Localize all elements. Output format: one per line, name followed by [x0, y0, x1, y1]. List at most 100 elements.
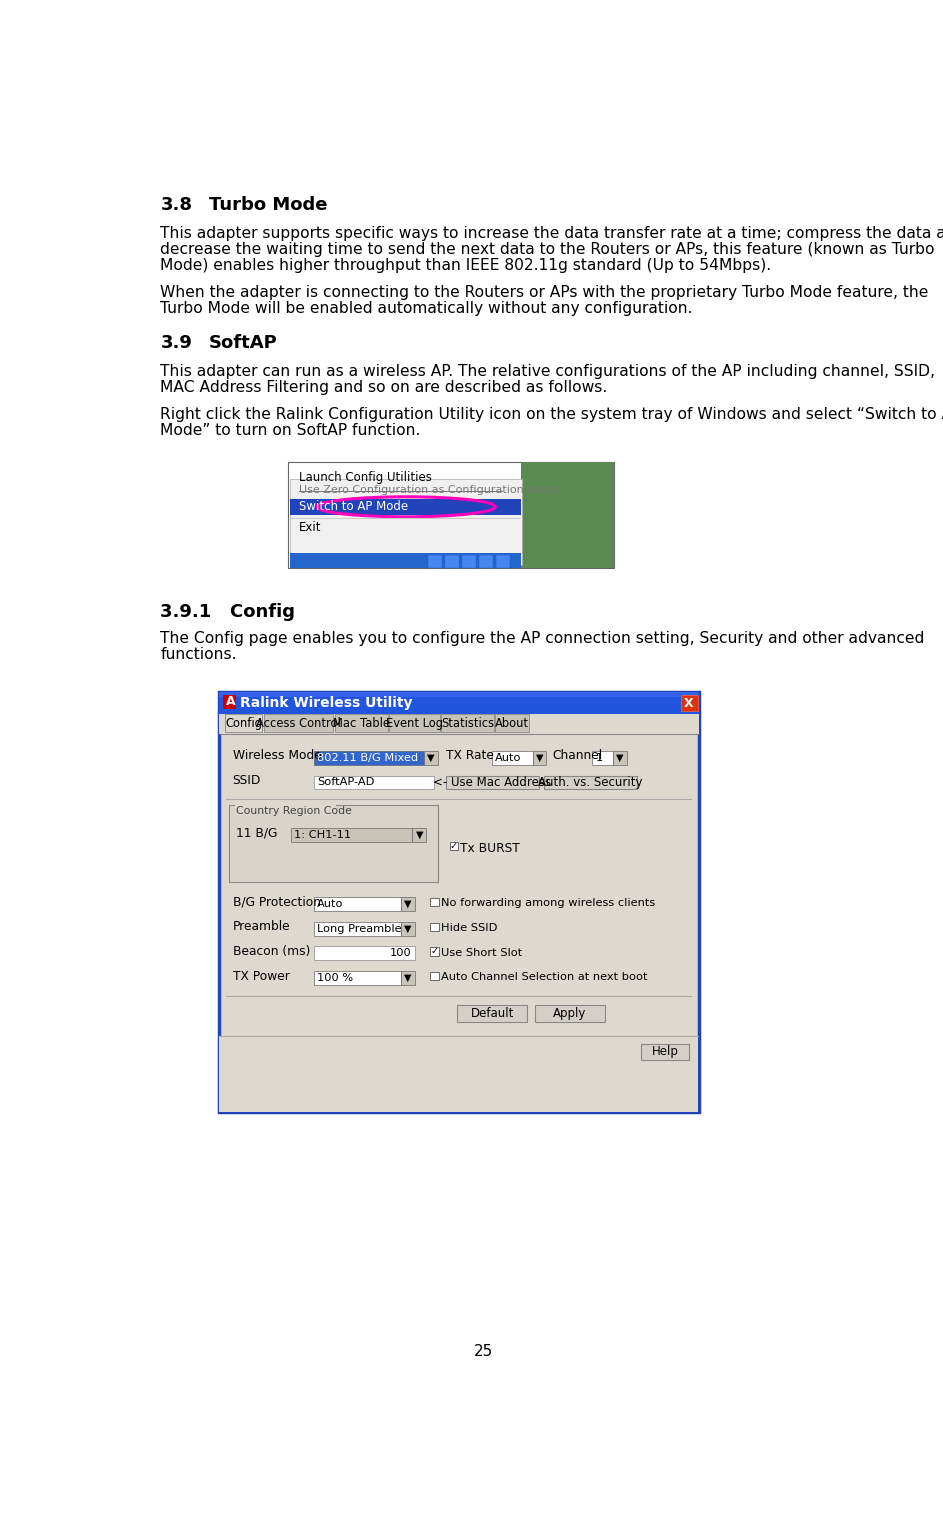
- Text: Use Zero Configuration as Configuration utility: Use Zero Configuration as Configuration …: [299, 486, 559, 495]
- Text: Config: Config: [225, 717, 262, 731]
- Bar: [641, 1044, 689, 1061]
- Bar: [219, 693, 699, 1113]
- Text: MAC Address Filtering and so on are described as follows.: MAC Address Filtering and so on are desc…: [160, 380, 607, 394]
- Bar: [479, 554, 493, 568]
- Bar: [412, 828, 426, 842]
- Text: ▼: ▼: [404, 924, 411, 935]
- Bar: [445, 554, 459, 568]
- Text: TX Power: TX Power: [233, 970, 290, 983]
- Bar: [219, 714, 699, 734]
- Text: SoftAP: SoftAP: [208, 335, 277, 352]
- Text: Exit: Exit: [299, 521, 322, 534]
- Text: Auto: Auto: [495, 753, 521, 763]
- Bar: [401, 922, 415, 936]
- Text: Tx BURST: Tx BURST: [460, 842, 521, 855]
- Bar: [446, 776, 538, 790]
- Bar: [430, 922, 438, 931]
- Text: Launch Config Utilities: Launch Config Utilities: [299, 472, 432, 484]
- Bar: [289, 463, 614, 568]
- Bar: [428, 554, 442, 568]
- Text: <- Use Mac Address: <- Use Mac Address: [433, 776, 552, 788]
- Text: SSID: SSID: [233, 775, 261, 787]
- Bar: [430, 898, 438, 907]
- Bar: [492, 750, 533, 764]
- Bar: [224, 714, 262, 732]
- Text: Mode” to turn on SoftAP function.: Mode” to turn on SoftAP function.: [160, 423, 421, 438]
- Text: Auto: Auto: [317, 900, 343, 909]
- Text: Mac Table: Mac Table: [333, 717, 389, 731]
- Bar: [441, 714, 494, 732]
- Bar: [290, 828, 412, 842]
- Text: ✓: ✓: [430, 947, 438, 956]
- Text: SoftAP-AD: SoftAP-AD: [317, 778, 374, 787]
- Bar: [681, 696, 698, 711]
- Bar: [544, 776, 637, 790]
- Text: Turbo Mode will be enabled automatically without any configuration.: Turbo Mode will be enabled automatically…: [160, 301, 693, 317]
- Bar: [229, 805, 438, 881]
- Text: Right click the Ralink Configuration Utility icon on the system tray of Windows : Right click the Ralink Configuration Uti…: [160, 406, 943, 422]
- Text: ▼: ▼: [416, 829, 423, 840]
- Bar: [290, 552, 521, 568]
- Text: X: X: [685, 697, 694, 709]
- Text: 100: 100: [389, 948, 411, 959]
- Bar: [430, 947, 438, 956]
- Text: ▼: ▼: [536, 753, 543, 763]
- Text: Event Log: Event Log: [386, 717, 443, 731]
- Bar: [314, 947, 415, 960]
- Text: Preamble: Preamble: [233, 921, 290, 933]
- Bar: [314, 971, 401, 985]
- Text: Auto Channel Selection at next boot: Auto Channel Selection at next boot: [441, 973, 648, 982]
- Text: 25: 25: [473, 1344, 493, 1359]
- Bar: [535, 1005, 604, 1021]
- Bar: [533, 750, 546, 764]
- Bar: [401, 971, 415, 985]
- Bar: [401, 896, 415, 912]
- Bar: [613, 750, 627, 764]
- Text: Mode) enables higher throughput than IEEE 802.11g standard (Up to 54Mbps).: Mode) enables higher throughput than IEE…: [160, 259, 771, 272]
- Bar: [314, 750, 424, 764]
- Text: Ralink Wireless Utility: Ralink Wireless Utility: [240, 696, 413, 711]
- Bar: [496, 554, 510, 568]
- Text: This adapter can run as a wireless AP. The relative configurations of the AP inc: This adapter can run as a wireless AP. T…: [160, 364, 935, 379]
- Bar: [462, 554, 476, 568]
- Text: 3.9.1   Config: 3.9.1 Config: [160, 603, 295, 621]
- Text: B/G Protection: B/G Protection: [233, 895, 321, 909]
- Text: Turbo Mode: Turbo Mode: [208, 196, 327, 215]
- Text: TX Rate :: TX Rate :: [446, 749, 502, 763]
- Text: Switch to AP Mode: Switch to AP Mode: [299, 499, 408, 513]
- Text: ▼: ▼: [617, 753, 624, 763]
- Bar: [521, 463, 614, 568]
- Bar: [495, 714, 529, 732]
- Bar: [457, 1005, 527, 1021]
- Text: ▼: ▼: [427, 753, 435, 763]
- Bar: [264, 714, 333, 732]
- Bar: [290, 479, 522, 565]
- Text: Apply: Apply: [553, 1008, 587, 1020]
- Text: decrease the waiting time to send the next data to the Routers or APs, this feat: decrease the waiting time to send the ne…: [160, 242, 935, 257]
- Bar: [592, 750, 613, 764]
- Text: Country Region Code: Country Region Code: [237, 805, 353, 816]
- Text: Beacon (ms): Beacon (ms): [233, 945, 310, 957]
- Bar: [290, 499, 521, 514]
- Text: Use Short Slot: Use Short Slot: [441, 948, 522, 957]
- Bar: [314, 922, 401, 936]
- Bar: [424, 750, 438, 764]
- Text: ✓: ✓: [450, 842, 458, 851]
- Text: About: About: [495, 717, 529, 731]
- Text: ▼: ▼: [404, 973, 411, 983]
- Text: No forwarding among wireless clients: No forwarding among wireless clients: [441, 898, 655, 909]
- Text: functions.: functions.: [160, 647, 237, 662]
- Text: Auth. vs. Security: Auth. vs. Security: [538, 776, 643, 788]
- Bar: [223, 696, 237, 709]
- Text: 802.11 B/G Mixed: 802.11 B/G Mixed: [317, 753, 418, 763]
- Text: ▼: ▼: [404, 900, 411, 909]
- Text: Help: Help: [652, 1046, 678, 1058]
- Text: Long Preamble: Long Preamble: [317, 924, 402, 935]
- Bar: [335, 714, 388, 732]
- Text: A: A: [225, 696, 235, 708]
- Text: 1: 1: [595, 753, 603, 763]
- Text: 11 B/G: 11 B/G: [237, 826, 278, 839]
- Bar: [220, 1036, 699, 1113]
- Bar: [450, 842, 458, 851]
- Bar: [314, 776, 434, 790]
